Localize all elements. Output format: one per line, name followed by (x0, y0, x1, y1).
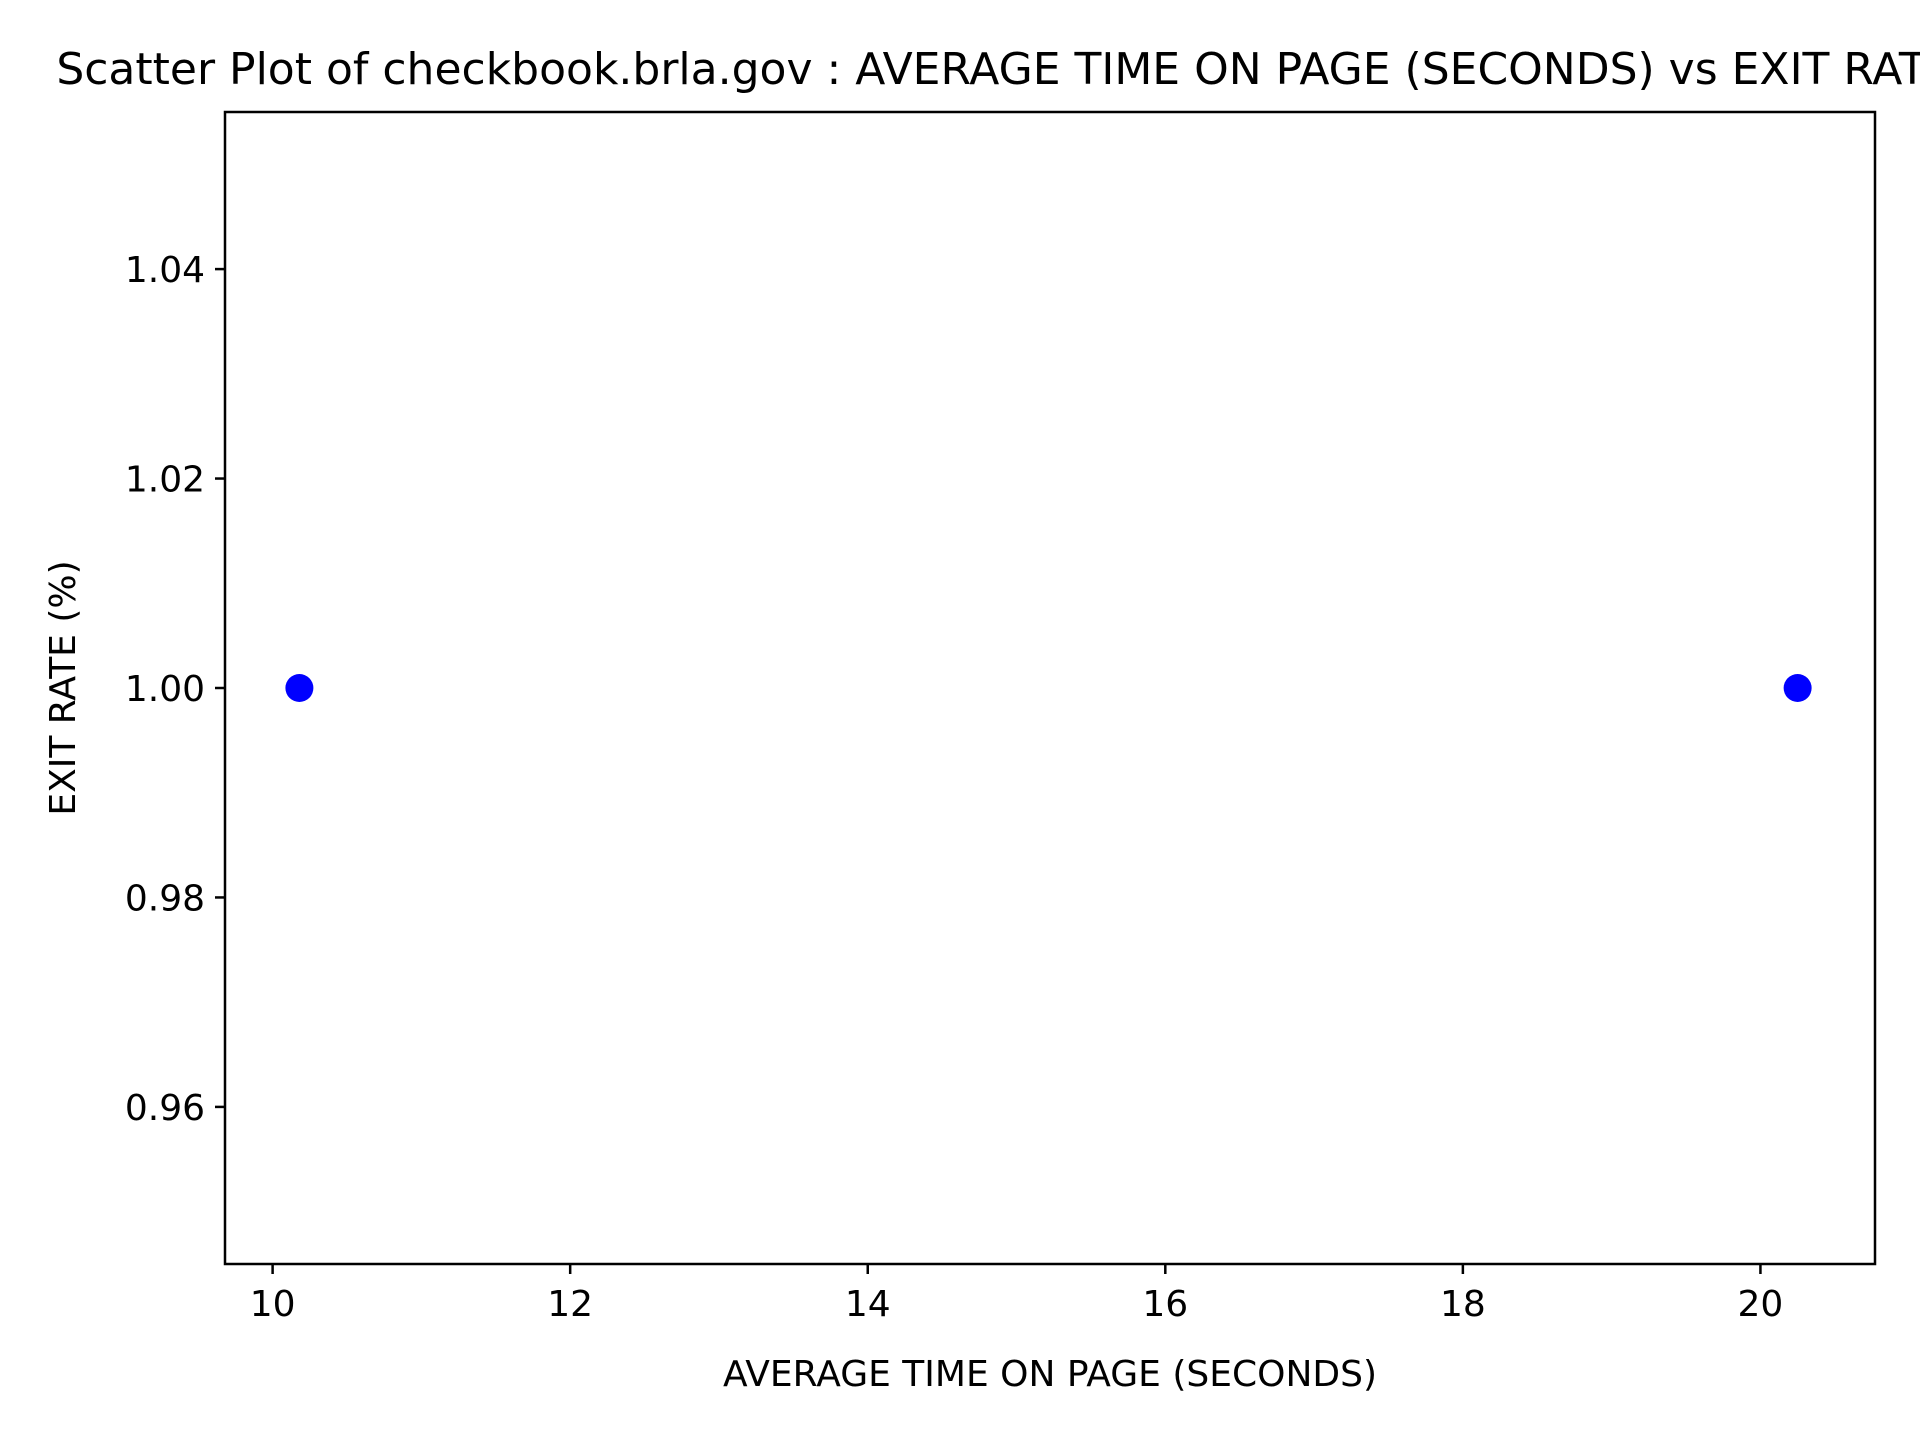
chart-title: Scatter Plot of checkbook.brla.gov : AVE… (56, 44, 1920, 95)
x-tick-label: 10 (250, 1284, 296, 1325)
y-tick-label: 0.96 (125, 1088, 205, 1129)
y-tick-label: 0.98 (125, 878, 205, 919)
scatter-point (1783, 674, 1812, 702)
scatter-point (285, 674, 314, 702)
x-tick-label: 18 (1440, 1284, 1486, 1325)
y-axis: 0.96 0.98 1.00 1.02 1.04 (125, 250, 225, 1129)
x-tick-label: 12 (547, 1284, 593, 1325)
x-tick-label: 20 (1738, 1284, 1784, 1325)
y-tick-label: 1.00 (125, 669, 205, 710)
x-axis: 10 12 14 16 18 20 (250, 1264, 1784, 1325)
plot-area (285, 674, 1812, 702)
x-tick-label: 16 (1142, 1284, 1188, 1325)
y-tick-label: 1.02 (125, 460, 205, 501)
x-tick-label: 14 (845, 1284, 891, 1325)
y-tick-label: 1.04 (125, 250, 205, 291)
y-axis-label: EXIT RATE (%) (43, 560, 84, 815)
x-axis-label: AVERAGE TIME ON PAGE (SECONDS) (723, 1354, 1377, 1395)
plot-frame (223, 110, 1877, 1266)
